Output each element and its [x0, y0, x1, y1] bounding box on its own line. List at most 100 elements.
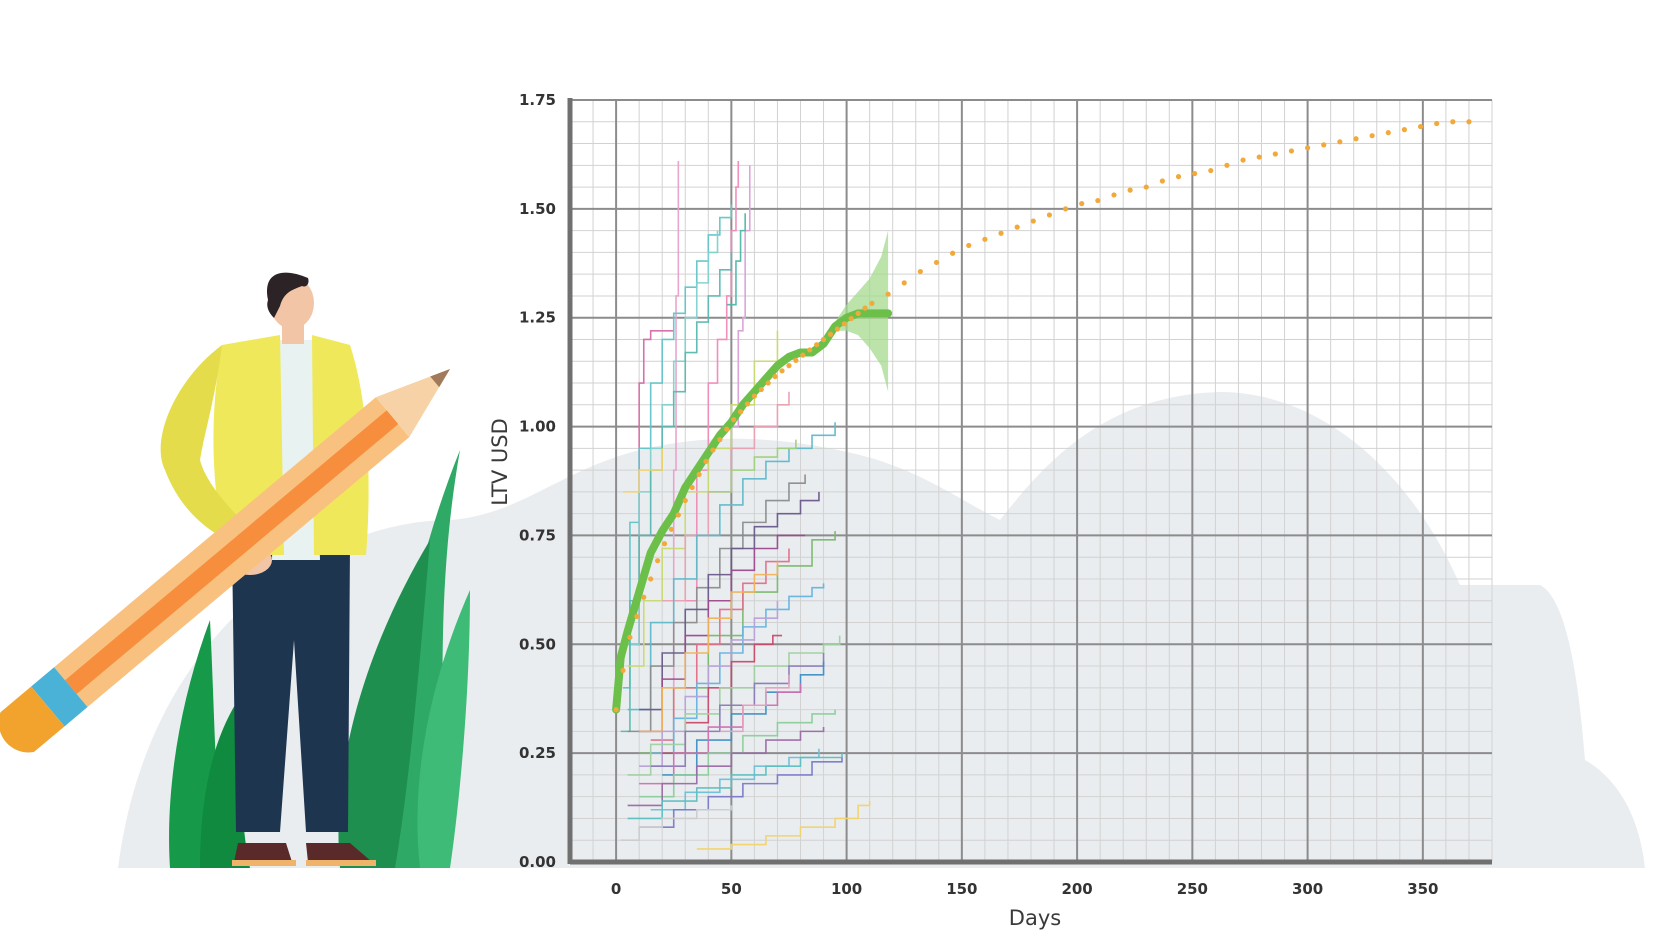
- forecast-dot: [885, 291, 891, 297]
- forecast-dot: [807, 347, 813, 353]
- y-tick-label: 0.00: [519, 853, 556, 871]
- pencil-illustration: [0, 368, 451, 753]
- forecast-dot: [689, 484, 695, 491]
- x-tick-labels: 0 50 100 150 200 250 300 350: [611, 880, 1439, 898]
- y-tick-label: 0.75: [519, 526, 556, 544]
- forecast-dot: [737, 409, 744, 415]
- cohort-line: [639, 709, 836, 798]
- forecast-dot: [1030, 218, 1036, 224]
- cohort-line: [650, 583, 825, 754]
- y-tick-label: 1.25: [519, 309, 556, 327]
- forecast-dot: [1337, 139, 1343, 145]
- forecast-dot: [613, 707, 619, 713]
- forecast-dot: [834, 326, 840, 332]
- forecast-dot: [966, 242, 972, 249]
- forecast-dot: [1434, 120, 1440, 127]
- forecast-dot: [724, 426, 730, 432]
- cohort-line: [639, 600, 779, 768]
- forecast-dot: [1272, 151, 1278, 157]
- forecast-dot: [654, 558, 661, 564]
- cohort-line: [620, 805, 733, 842]
- y-tick-label: 0.25: [519, 744, 556, 762]
- forecast-dot: [696, 471, 702, 478]
- forecast-dot: [1095, 197, 1101, 204]
- forecast-dot: [1046, 212, 1053, 218]
- cohort-line: [696, 801, 871, 850]
- x-tick-label: 350: [1407, 880, 1438, 898]
- cohort-line: [639, 757, 843, 828]
- background-cloud-shape: [118, 392, 1645, 868]
- forecast-dot: [901, 280, 907, 286]
- forecast-dot: [1385, 130, 1391, 136]
- forecast-dot: [1208, 167, 1214, 174]
- y-tick-labels: 0.00 0.25 0.50 0.75 1.00 1.25 1.50 1.75: [519, 91, 556, 871]
- x-tick-label: 250: [1177, 880, 1208, 898]
- forecast-dot: [1079, 201, 1085, 207]
- forecast-dot: [786, 363, 792, 369]
- forecast-dot: [1417, 123, 1424, 130]
- y-tick-label: 0.50: [519, 635, 556, 653]
- forecast-dotted-line: [613, 119, 1472, 713]
- forecast-dot: [648, 576, 654, 582]
- cohort-line: [731, 165, 751, 428]
- forecast-dot: [820, 336, 827, 343]
- forecast-dot: [814, 342, 820, 348]
- forecast-dot: [641, 594, 647, 600]
- forecast-dot: [1401, 127, 1408, 133]
- plant-illustration: [169, 450, 470, 868]
- cohort-line: [639, 534, 806, 733]
- forecast-dot: [1143, 184, 1149, 190]
- forecast-dot: [1192, 170, 1198, 177]
- x-tick-label: 150: [946, 880, 977, 898]
- forecast-dot: [731, 417, 737, 423]
- cohort-line: [726, 213, 746, 306]
- fitted-mean-line: [612, 309, 893, 714]
- cohort-line: [719, 674, 790, 733]
- x-tick-label: 0: [611, 880, 621, 898]
- forecast-dot: [862, 305, 868, 311]
- forecast-dot: [744, 401, 751, 407]
- forecast-dot: [1062, 206, 1069, 212]
- forecast-dot: [751, 393, 758, 399]
- y-tick-label: 1.75: [519, 91, 556, 109]
- forecast-dot: [661, 541, 668, 547]
- cohort-line: [627, 230, 719, 646]
- forecast-dot: [1353, 136, 1359, 142]
- forecast-dot: [1111, 192, 1117, 198]
- forecast-dot: [682, 497, 688, 504]
- y-axis-title: LTV USD: [488, 418, 512, 506]
- cohort-line: [708, 439, 797, 493]
- forecast-dot: [1466, 119, 1472, 125]
- forecast-dot: [758, 386, 764, 393]
- forecast-dot: [1127, 187, 1133, 193]
- forecast-dot: [668, 526, 675, 532]
- cohort-line: [662, 391, 790, 602]
- forecast-dot: [933, 259, 940, 266]
- forecast-dot: [827, 331, 834, 337]
- forecast-dot: [620, 667, 626, 674]
- forecast-dot: [1288, 148, 1295, 154]
- x-tick-label: 100: [831, 880, 862, 898]
- forecast-dot: [1224, 162, 1230, 168]
- forecast-dot: [950, 250, 956, 256]
- cohort-line: [627, 474, 806, 733]
- forecast-dot: [848, 315, 854, 322]
- x-tick-label: 300: [1292, 880, 1323, 898]
- forecast-dot: [675, 512, 681, 518]
- cohort-line: [623, 448, 663, 493]
- forecast-dot: [627, 634, 633, 640]
- x-axis-title: Days: [1009, 906, 1061, 930]
- x-tick-label: 50: [721, 880, 742, 898]
- forecast-dot: [1305, 145, 1311, 151]
- forecast-dot: [1175, 174, 1182, 180]
- forecast-dot: [841, 321, 847, 327]
- forecast-dot: [710, 447, 716, 453]
- forecast-dot: [1256, 154, 1262, 160]
- cohort-line: [662, 661, 825, 776]
- forecast-dot: [1014, 224, 1020, 230]
- forecast-dot: [765, 380, 771, 386]
- forecast-dot: [634, 613, 640, 620]
- forecast-dot: [1369, 133, 1375, 139]
- chart-area: 0 50 100 150 200 250 300 350 0.00 0.25 0.50 0.75 1.…: [488, 91, 1493, 930]
- forecast-dot: [1240, 157, 1246, 163]
